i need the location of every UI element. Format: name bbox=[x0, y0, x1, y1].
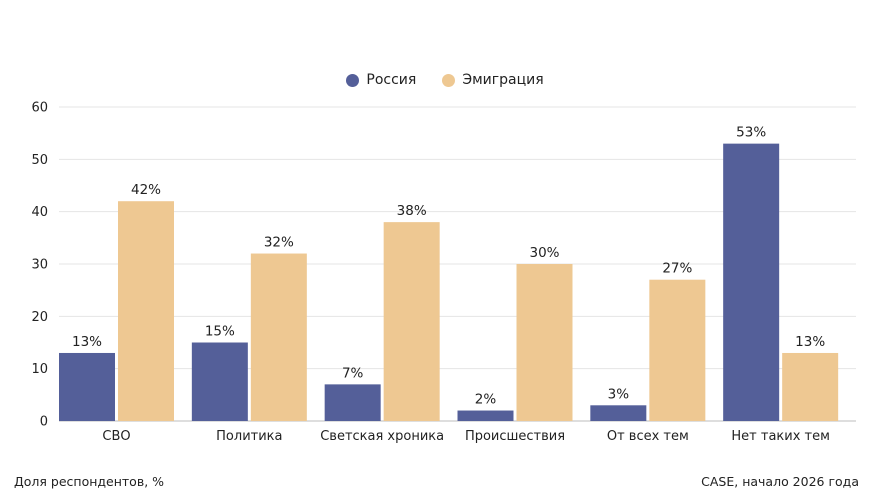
y-tick-label: 50 bbox=[31, 153, 48, 168]
bar-emigration bbox=[516, 264, 573, 421]
bar-russia bbox=[59, 352, 115, 421]
y-tick-label: 0 bbox=[40, 415, 48, 430]
data-label: 13% bbox=[72, 334, 102, 350]
bar-emigration bbox=[383, 222, 440, 421]
x-tick-label: Светская хроника bbox=[320, 429, 444, 444]
bar-russia bbox=[324, 384, 381, 421]
footer-source: CASE, начало 2026 года bbox=[701, 474, 859, 489]
data-label: 38% bbox=[397, 203, 427, 219]
x-tick-label: Политика bbox=[216, 429, 282, 444]
data-label: 3% bbox=[608, 386, 630, 402]
data-label: 42% bbox=[131, 182, 161, 198]
legend-item-russia[interactable]: Россия bbox=[346, 72, 416, 88]
data-label: 32% bbox=[264, 235, 294, 251]
x-tick-label: Нет таких тем bbox=[731, 429, 830, 444]
y-tick-label: 20 bbox=[31, 310, 48, 325]
data-label: 53% bbox=[736, 125, 766, 141]
data-label: 27% bbox=[662, 261, 692, 277]
data-label: 15% bbox=[205, 324, 235, 340]
bar-russia bbox=[590, 405, 647, 421]
y-tick-label: 60 bbox=[31, 101, 48, 116]
legend: Россия Эмиграция bbox=[0, 72, 890, 88]
y-tick-label: 40 bbox=[31, 205, 48, 220]
y-tick-label: 30 bbox=[31, 258, 48, 273]
legend-swatch-russia bbox=[346, 73, 360, 87]
bar-emigration bbox=[118, 201, 174, 421]
data-label: 2% bbox=[475, 392, 497, 408]
data-label: 7% bbox=[342, 365, 364, 381]
legend-swatch-emigration bbox=[442, 73, 456, 87]
footer-note: Доля респондентов, % bbox=[14, 474, 165, 489]
bar-russia bbox=[723, 143, 780, 421]
bar-emigration bbox=[782, 352, 839, 421]
x-tick-label: Происшествия bbox=[465, 429, 565, 444]
legend-label-emigration: Эмиграция bbox=[462, 72, 544, 88]
bar-russia bbox=[191, 342, 248, 421]
x-tick-label: СВО bbox=[102, 429, 130, 444]
legend-item-emigration[interactable]: Эмиграция bbox=[442, 72, 544, 88]
data-label: 30% bbox=[529, 245, 559, 261]
y-tick-label: 10 bbox=[31, 362, 48, 377]
legend-label-russia: Россия bbox=[366, 72, 417, 88]
x-tick-label: От всех тем bbox=[607, 429, 689, 444]
bar-emigration bbox=[649, 279, 706, 421]
bar-russia bbox=[457, 410, 514, 421]
bar-emigration bbox=[250, 253, 307, 421]
data-label: 13% bbox=[795, 334, 825, 350]
